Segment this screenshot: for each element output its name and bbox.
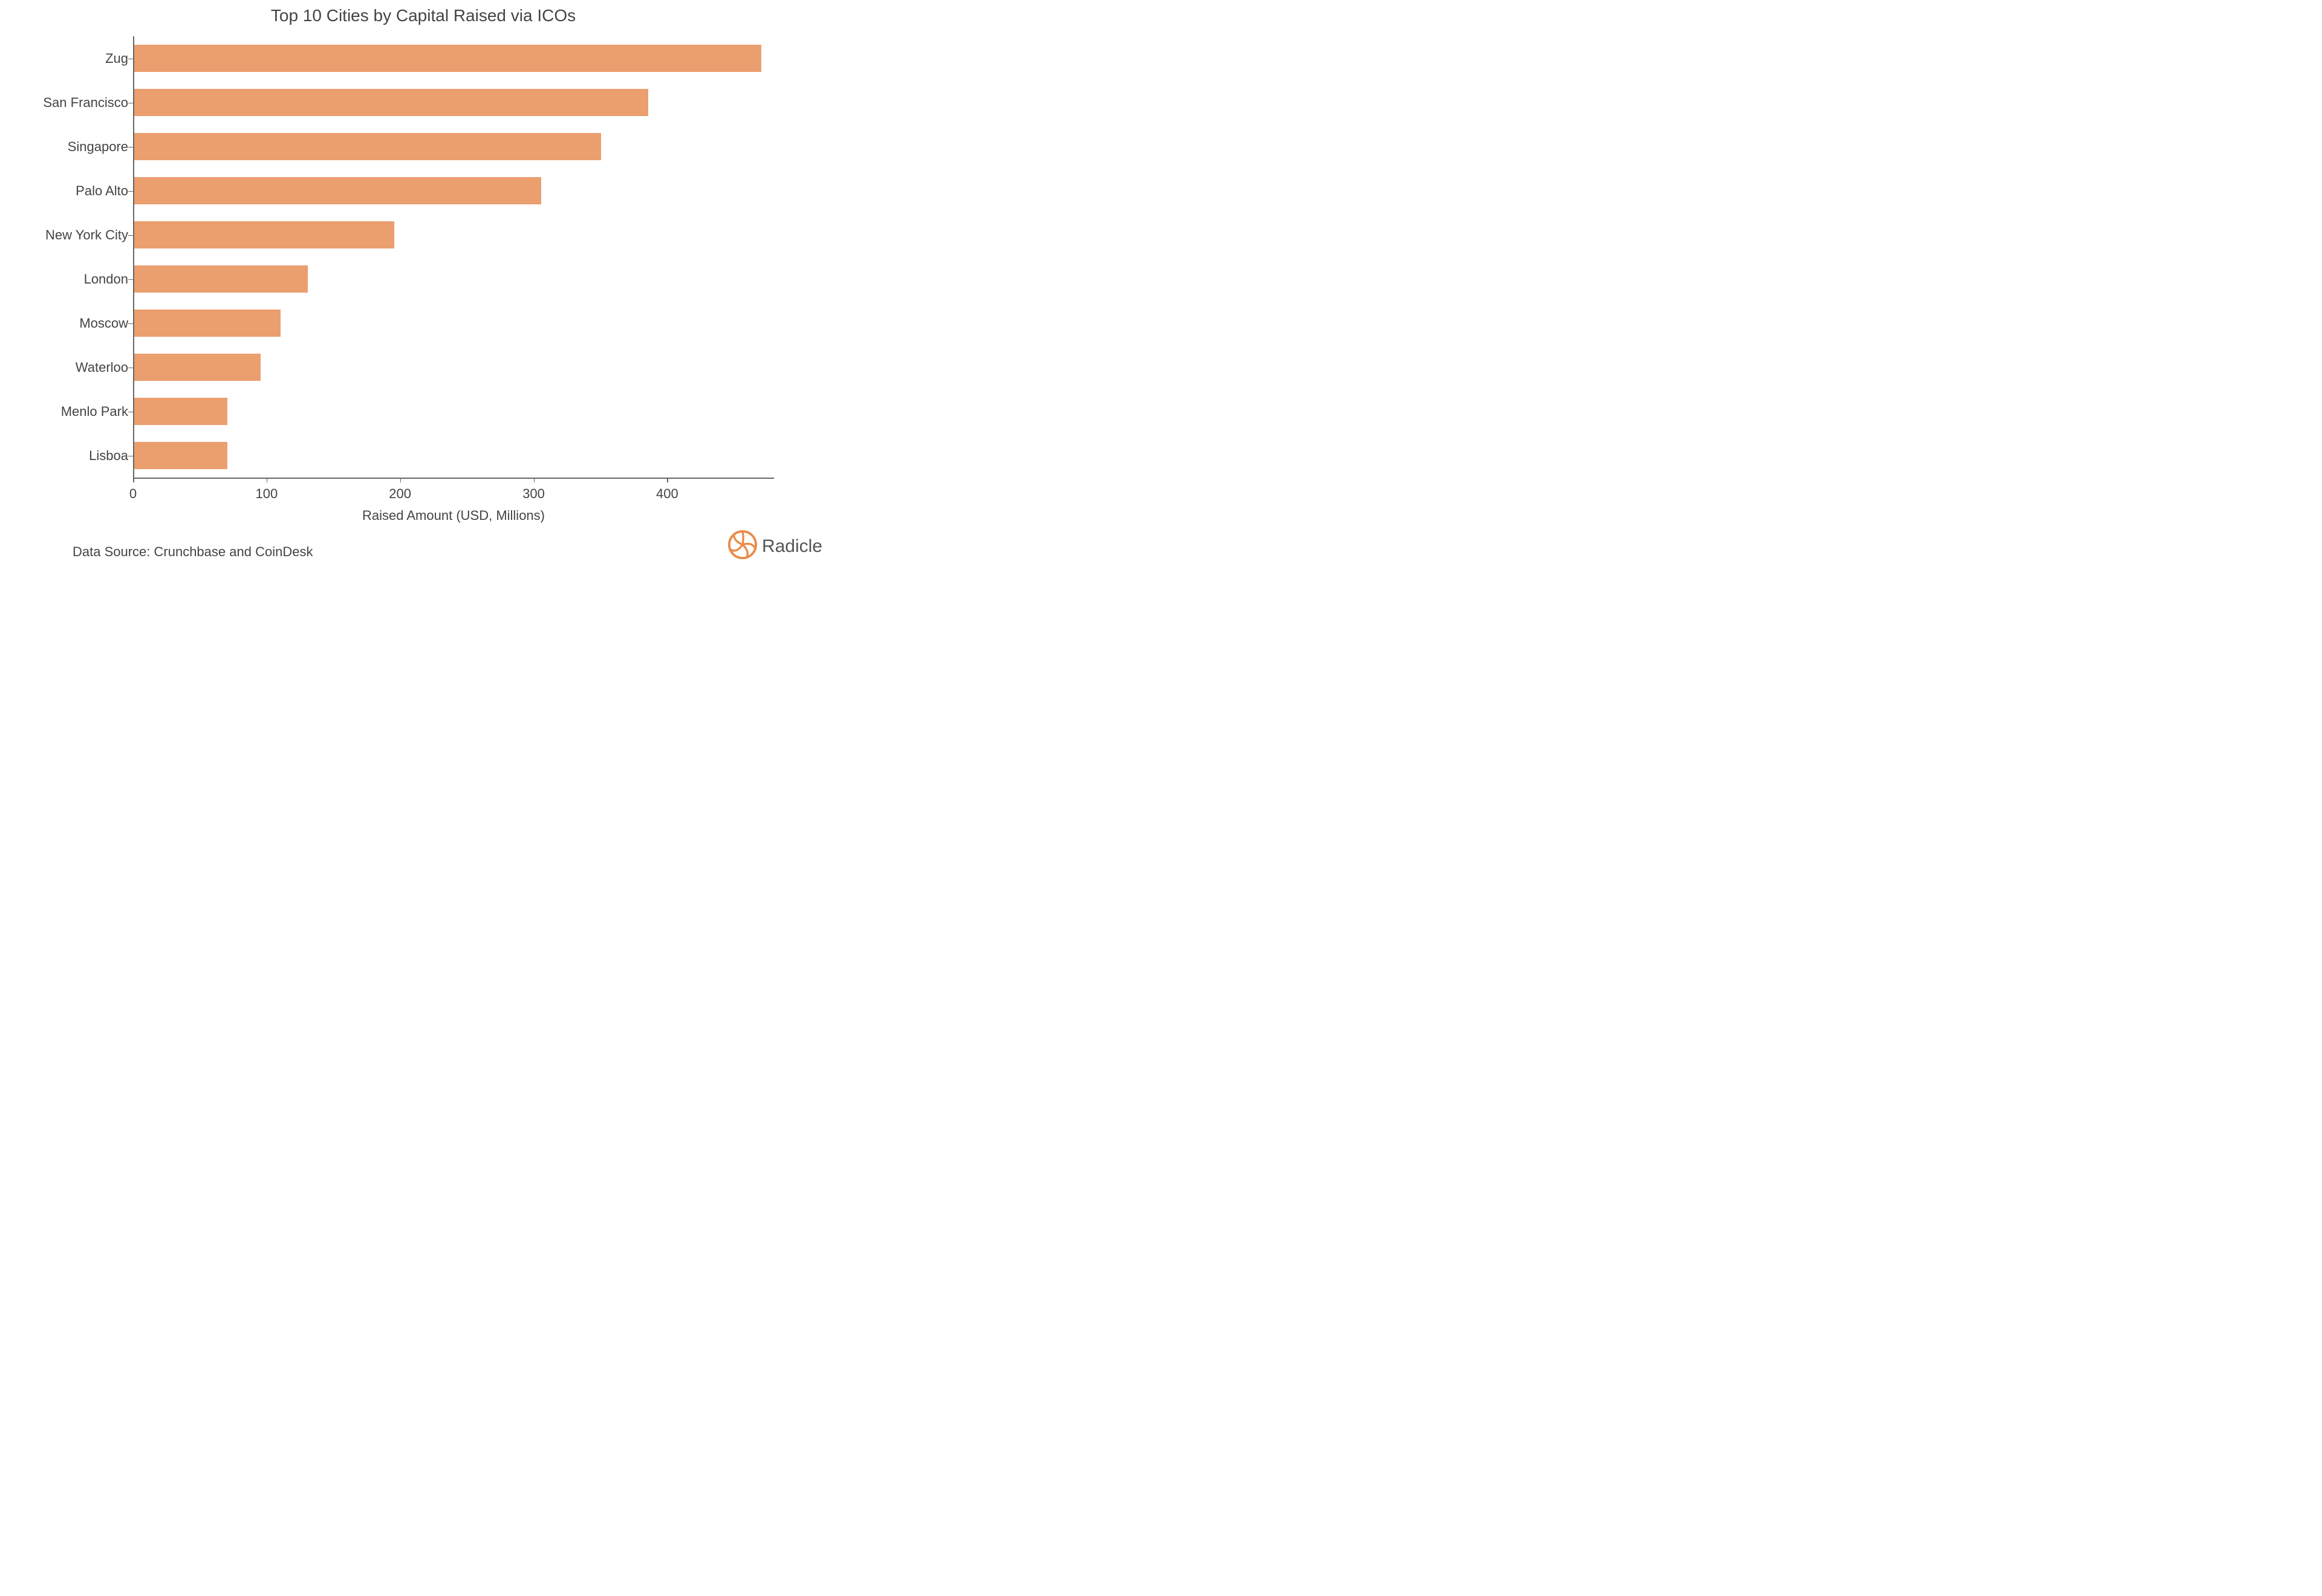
- bar: [134, 398, 228, 425]
- x-tick-label: 300: [522, 486, 545, 502]
- bar: [134, 442, 228, 469]
- bar: [134, 354, 261, 381]
- bar: [134, 45, 762, 72]
- data-source-note: Data Source: Crunchbase and CoinDesk: [73, 544, 313, 560]
- chart-stage: Top 10 Cities by Capital Raised via ICOs…: [0, 0, 847, 580]
- chart-title: Top 10 Cities by Capital Raised via ICOs: [0, 6, 847, 25]
- y-tick-label: Lisboa: [7, 448, 128, 464]
- x-tick: [534, 478, 535, 482]
- bar: [134, 89, 648, 116]
- bar: [134, 310, 281, 337]
- y-tick-label: London: [7, 271, 128, 287]
- bar: [134, 133, 602, 160]
- x-axis-label: Raised Amount (USD, Millions): [362, 508, 545, 524]
- x-tick: [267, 478, 268, 482]
- bar: [134, 265, 308, 293]
- y-tick-label: New York City: [7, 227, 128, 243]
- y-tick: [128, 235, 133, 236]
- x-tick: [133, 478, 134, 482]
- y-tick-label: Singapore: [7, 139, 128, 155]
- radicle-icon: [728, 530, 757, 562]
- y-tick: [128, 323, 133, 325]
- x-tick: [400, 478, 402, 482]
- y-tick: [128, 279, 133, 281]
- y-tick-label: Menlo Park: [7, 404, 128, 420]
- y-tick: [128, 368, 133, 369]
- y-tick: [128, 147, 133, 148]
- y-tick-label: Waterloo: [7, 360, 128, 375]
- y-tick: [128, 412, 133, 413]
- radicle-wordmark: Radicle: [762, 536, 822, 557]
- y-tick-label: San Francisco: [7, 95, 128, 111]
- bar: [134, 221, 395, 248]
- bar: [134, 177, 542, 204]
- x-tick-label: 200: [389, 486, 411, 502]
- x-tick: [667, 478, 668, 482]
- y-tick-label: Moscow: [7, 316, 128, 331]
- x-tick-label: 400: [656, 486, 678, 502]
- x-tick-label: 100: [255, 486, 278, 502]
- y-tick-label: Zug: [7, 51, 128, 66]
- radicle-icon-svg: [728, 530, 757, 559]
- x-axis-line: [133, 478, 774, 479]
- y-tick: [128, 456, 133, 457]
- x-tick-label: 0: [129, 486, 137, 502]
- plot-area: 0100200300400ZugSan FranciscoSingaporePa…: [133, 36, 774, 478]
- y-tick: [128, 59, 133, 60]
- y-tick: [128, 191, 133, 192]
- y-tick-label: Palo Alto: [7, 183, 128, 199]
- radicle-logo: Radicle: [728, 530, 822, 562]
- y-tick: [128, 103, 133, 104]
